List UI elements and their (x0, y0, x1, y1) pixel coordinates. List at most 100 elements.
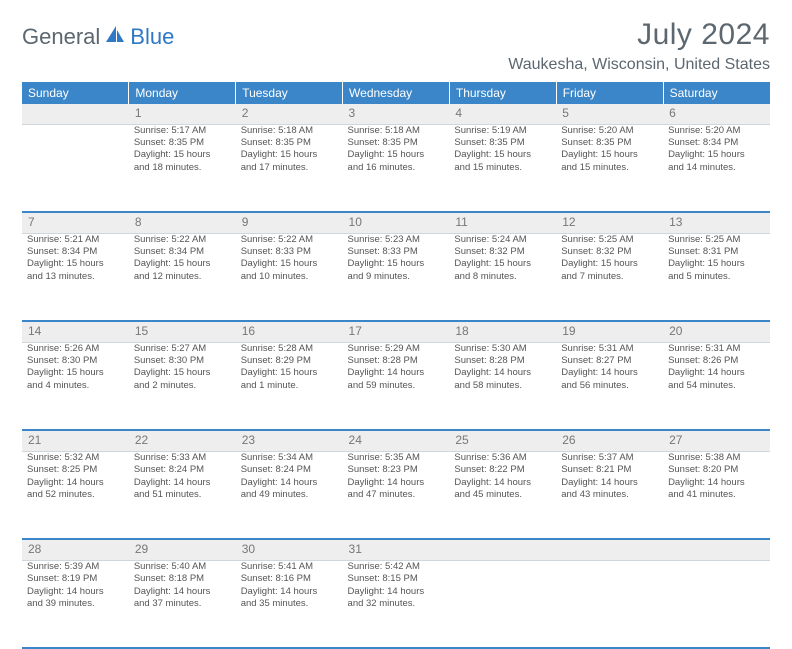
week-row: Sunrise: 5:26 AMSunset: 8:30 PMDaylight:… (22, 342, 770, 430)
day-detail-line: Daylight: 15 hours (454, 149, 551, 161)
day-detail-line: Sunset: 8:16 PM (241, 573, 338, 585)
day-cell: Sunrise: 5:18 AMSunset: 8:35 PMDaylight:… (236, 124, 343, 212)
day-detail-line: Daylight: 14 hours (348, 477, 445, 489)
day-detail-line: Sunset: 8:18 PM (134, 573, 231, 585)
day-detail-line: Sunrise: 5:20 AM (668, 125, 765, 137)
day-detail-line: Sunset: 8:35 PM (561, 137, 658, 149)
day-detail-line: Sunrise: 5:42 AM (348, 561, 445, 573)
day-detail-line: Sunset: 8:34 PM (134, 246, 231, 258)
day-number: 25 (449, 431, 556, 451)
day-number: 21 (22, 431, 129, 451)
day-detail-line: Sunrise: 5:18 AM (348, 125, 445, 137)
day-detail-line: Daylight: 15 hours (561, 149, 658, 161)
day-detail-line: Sunrise: 5:20 AM (561, 125, 658, 137)
month-title: July 2024 (637, 18, 770, 52)
day-cell: Sunrise: 5:36 AMSunset: 8:22 PMDaylight:… (449, 451, 556, 539)
day-detail-line: and 13 minutes. (27, 271, 124, 283)
day-number: 2 (236, 104, 343, 124)
day-cell: Sunrise: 5:22 AMSunset: 8:34 PMDaylight:… (129, 233, 236, 321)
day-number: 28 (22, 540, 129, 560)
day-detail-line: Daylight: 14 hours (561, 367, 658, 379)
day-detail-line: and 59 minutes. (348, 380, 445, 392)
day-number: 12 (556, 213, 663, 233)
day-cell: Sunrise: 5:42 AMSunset: 8:15 PMDaylight:… (343, 560, 450, 648)
day-detail-line: Sunset: 8:30 PM (27, 355, 124, 367)
day-number: 1 (129, 104, 236, 124)
day-detail-line: and 37 minutes. (134, 598, 231, 610)
day-detail-line: Sunrise: 5:34 AM (241, 452, 338, 464)
calendar-body: 123456Sunrise: 5:17 AMSunset: 8:35 PMDay… (22, 104, 770, 649)
week-row: Sunrise: 5:39 AMSunset: 8:19 PM Daylight:… (22, 560, 770, 648)
day-header-row: SundayMondayTuesdayWednesdayThursdayFrid… (22, 82, 770, 104)
day-detail-line: and 2 minutes. (134, 380, 231, 392)
day-detail-line: Daylight: 15 hours (454, 258, 551, 270)
day-detail-line: Sunset: 8:32 PM (454, 246, 551, 258)
day-detail-line: Sunset: 8:26 PM (668, 355, 765, 367)
day-detail-line: Daylight: 15 hours (27, 258, 124, 270)
day-cell: Sunrise: 5:20 AMSunset: 8:35 PMDaylight:… (556, 124, 663, 212)
day-cell: Sunrise: 5:25 AMSunset: 8:31 PMDaylight:… (663, 233, 770, 321)
day-cell: Sunrise: 5:29 AMSunset: 8:28 PMDaylight:… (343, 342, 450, 430)
day-detail-line: Sunset: 8:28 PM (454, 355, 551, 367)
day-number: 19 (556, 322, 663, 342)
day-number: 23 (236, 431, 343, 451)
week-row: Sunrise: 5:32 AMSunset: 8:25 PM Daylight:… (22, 451, 770, 539)
day-detail-line: Sunrise: 5:38 AM (668, 452, 765, 464)
day-detail-line: and 41 minutes. (668, 489, 765, 501)
day-cell: Sunrise: 5:20 AMSunset: 8:34 PMDaylight:… (663, 124, 770, 212)
day-detail-line: Sunset: 8:25 PM (27, 464, 124, 476)
day-detail-line: and 47 minutes. (348, 489, 445, 501)
day-header: Saturday (663, 82, 770, 104)
day-header: Sunday (22, 82, 129, 104)
day-detail-line: Sunrise: 5:32 AM (27, 452, 124, 464)
day-detail-line: Sunrise: 5:31 AM (668, 343, 765, 355)
day-cell: Sunrise: 5:18 AMSunset: 8:35 PMDaylight:… (343, 124, 450, 212)
day-detail-line: Sunset: 8:31 PM (668, 246, 765, 258)
day-number: 17 (343, 322, 450, 342)
day-detail-line: Daylight: 15 hours (134, 367, 231, 379)
day-number: 4 (449, 104, 556, 124)
day-detail-line: Daylight: 14 hours (454, 367, 551, 379)
day-detail-line: Daylight: 14 hours (348, 586, 445, 598)
header: General Blue July 2024 (22, 18, 770, 52)
day-detail-line: Daylight: 14 hours (454, 477, 551, 489)
day-detail-line: Sunrise: 5:40 AM (134, 561, 231, 573)
day-detail-line: Sunrise: 5:28 AM (241, 343, 338, 355)
day-detail-line: and 35 minutes. (241, 598, 338, 610)
day-detail-line: Sunset: 8:33 PM (241, 246, 338, 258)
day-cell (663, 560, 770, 648)
day-detail-line: and 52 minutes. (27, 489, 124, 501)
day-detail-line: Sunset: 8:30 PM (134, 355, 231, 367)
day-detail-line: Sunrise: 5:22 AM (241, 234, 338, 246)
day-detail-line: Sunrise: 5:21 AM (27, 234, 124, 246)
day-detail-line: Daylight: 14 hours (348, 367, 445, 379)
day-detail-line: Sunrise: 5:27 AM (134, 343, 231, 355)
day-detail-line: and 54 minutes. (668, 380, 765, 392)
day-cell: Sunrise: 5:35 AMSunset: 8:23 PMDaylight:… (343, 451, 450, 539)
day-detail-line: Sunset: 8:33 PM (348, 246, 445, 258)
day-detail-line: Sunrise: 5:41 AM (241, 561, 338, 573)
day-cell: Sunrise: 5:19 AMSunset: 8:35 PMDaylight:… (449, 124, 556, 212)
day-detail-line: Sunrise: 5:31 AM (561, 343, 658, 355)
day-detail-line: Daylight: 15 hours (668, 149, 765, 161)
day-detail-line: Sunrise: 5:39 AM (27, 561, 124, 573)
day-detail-line: Sunset: 8:34 PM (668, 137, 765, 149)
day-detail-line: Sunset: 8:19 PM (27, 573, 124, 585)
day-number: 6 (663, 104, 770, 124)
day-cell (449, 560, 556, 648)
day-detail-line: Sunrise: 5:25 AM (561, 234, 658, 246)
day-number-row: 28293031 (22, 540, 770, 560)
day-detail-line: Daylight: 14 hours (134, 586, 231, 598)
day-cell: Sunrise: 5:34 AMSunset: 8:24 PMDaylight:… (236, 451, 343, 539)
day-detail-line: and 43 minutes. (561, 489, 658, 501)
day-detail-line: and 15 minutes. (454, 162, 551, 174)
day-cell: Sunrise: 5:25 AMSunset: 8:32 PMDaylight:… (556, 233, 663, 321)
day-detail-line: Sunset: 8:28 PM (348, 355, 445, 367)
day-detail-line: Sunrise: 5:36 AM (454, 452, 551, 464)
day-detail-line: Sunrise: 5:33 AM (134, 452, 231, 464)
day-number: 29 (129, 540, 236, 560)
day-detail-line: Sunrise: 5:17 AM (134, 125, 231, 137)
day-detail-line: Sunset: 8:21 PM (561, 464, 658, 476)
day-number: 18 (449, 322, 556, 342)
day-number: 11 (449, 213, 556, 233)
